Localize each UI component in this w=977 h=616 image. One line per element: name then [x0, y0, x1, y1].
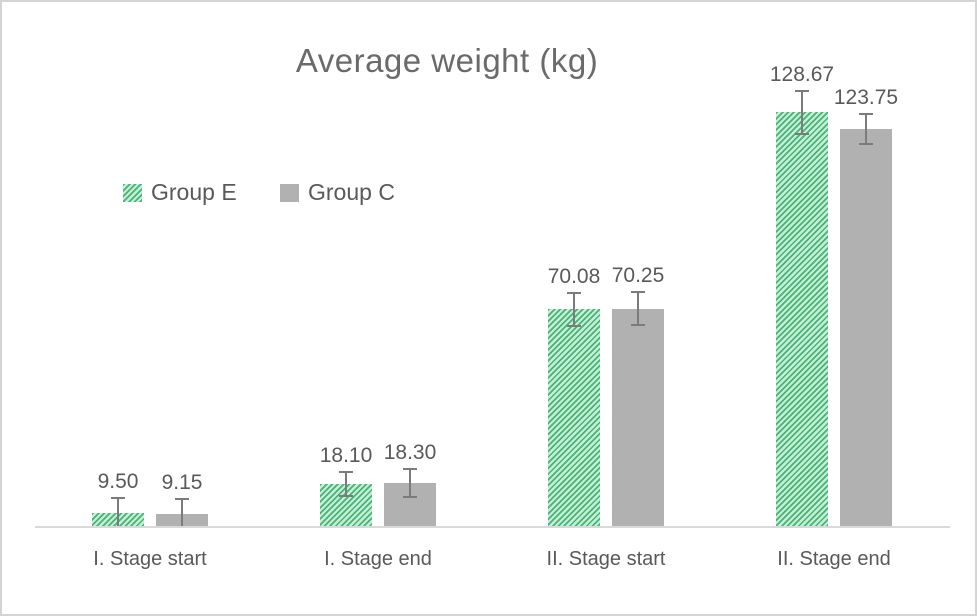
category-label: I. Stage end — [324, 548, 432, 570]
legend-item-group-c: Group C — [280, 181, 395, 204]
chart-legend: Group E Group C — [2, 181, 975, 205]
error-bar-top-cap — [403, 468, 417, 471]
error-bar-top-cap — [859, 112, 873, 115]
error-bar-bottom-cap — [567, 324, 581, 327]
error-bar-line — [345, 470, 347, 498]
bar-group-c-3 — [840, 129, 892, 528]
error-bar-top-cap — [795, 90, 809, 93]
category-label: I. Stage start — [93, 548, 207, 570]
legend-swatch-group-e-hatch-icon — [123, 183, 142, 202]
error-bar-bottom-cap — [795, 132, 809, 135]
error-bar-top-cap — [339, 470, 353, 473]
category-label: II. Stage start — [546, 548, 666, 570]
error-bar-bottom-cap — [859, 143, 873, 146]
error-bar-top-cap — [175, 497, 189, 500]
error-bar-bottom-cap — [631, 324, 645, 327]
error-bar-line — [573, 291, 575, 327]
data-label: 9.50 — [97, 469, 139, 493]
data-label: 70.25 — [611, 264, 665, 288]
data-label: 9.15 — [161, 470, 203, 494]
bar-group-e-3 — [776, 112, 828, 528]
legend-label-group-c: Group C — [308, 179, 395, 205]
error-bar-line — [181, 497, 183, 526]
legend-item-group-e: Group E — [123, 181, 237, 204]
bar-group-e-2 — [548, 309, 600, 528]
data-label: 18.30 — [383, 441, 437, 465]
error-bar-line — [409, 468, 411, 499]
category-label: II. Stage end — [777, 548, 891, 570]
data-label: 128.67 — [769, 63, 835, 87]
error-bar-bottom-cap — [403, 496, 417, 499]
error-bar-line — [801, 90, 803, 135]
error-bar-top-cap — [111, 496, 125, 499]
legend-label-group-e: Group E — [151, 179, 237, 205]
bar-group-c-2 — [612, 308, 664, 528]
chart-title: Average weight (kg) — [295, 42, 599, 79]
error-bar-top-cap — [631, 291, 645, 294]
error-bar-line — [117, 496, 119, 526]
error-bar-line — [865, 112, 867, 146]
error-bar-top-cap — [567, 291, 581, 294]
error-bar-bottom-cap — [339, 495, 353, 498]
data-label: 70.08 — [547, 264, 601, 288]
data-label: 18.10 — [319, 443, 373, 467]
x-axis-line — [35, 526, 950, 528]
legend-swatch-group-c-icon — [280, 183, 299, 202]
error-bar-line — [637, 291, 639, 327]
data-label: 123.75 — [833, 85, 899, 109]
